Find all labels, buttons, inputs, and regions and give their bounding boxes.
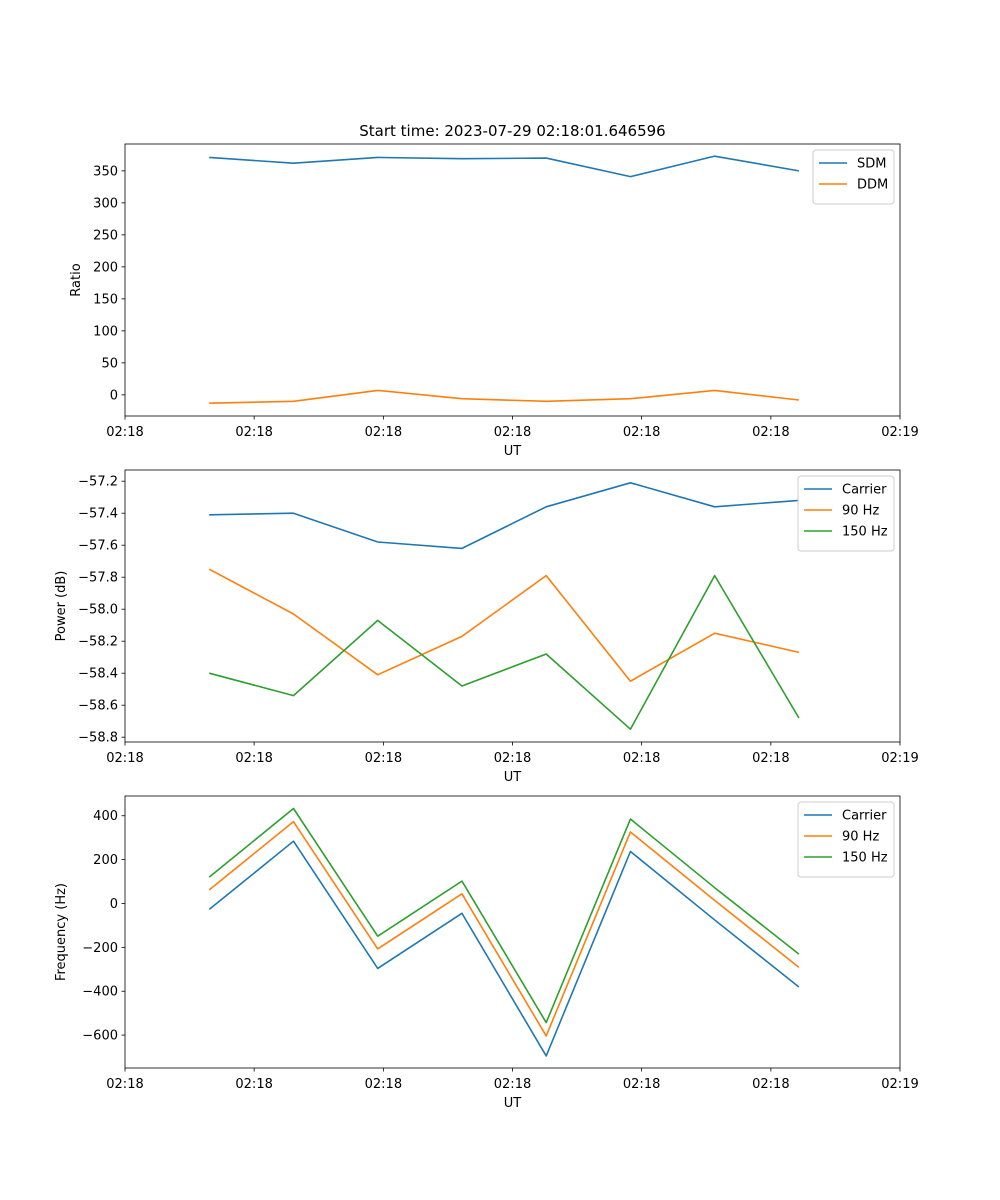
series-line-90-hz [208,820,800,1037]
y-tick-label: −57.2 [78,475,118,490]
y-tick-label: 100 [93,324,118,339]
x-tick-label: 02:18 [752,1077,789,1092]
legend-entry: 90 Hz [842,504,879,519]
legend: SDM DDM [812,149,895,205]
y-axis-label: Ratio [69,263,84,296]
x-tick-label: 02:18 [494,751,531,766]
x-tick-label: 02:19 [881,751,918,766]
series-line-sdm [209,155,800,178]
x-tick-label: 02:18 [365,425,402,440]
y-tick-label: 150 [93,292,118,307]
chart-panel-1: 0 50 100 150 200 250 300 350 02:18 02:18 02:18 02:1… [69,143,919,459]
y-tick-label: 200 [93,853,118,868]
series-line-150-hz [209,574,800,731]
legend-entry: 150 Hz [842,851,888,866]
series-line-carrier [209,481,799,550]
legend: Carrier 90 Hz 150 Hz [797,801,895,878]
x-tick-label: 02:18 [106,1077,143,1092]
series-line-ddm [209,389,800,404]
y-tick-label: 400 [93,809,118,824]
legend-entry: 150 Hz [842,525,888,540]
series-line-carrier [208,840,800,1057]
y-axis-label: Frequency (Hz) [54,883,69,981]
chart-panel-3: −600 −400 −200 0 200 400 02:18 02:18 02:18 02:18 0… [54,795,919,1111]
legend-entry: Carrier [842,483,887,498]
y-tick-label: 350 [93,164,118,179]
x-axis-label: UT [504,1096,522,1111]
y-tick-label: 250 [93,228,118,243]
y-tick-label: −57.8 [78,571,118,586]
y-tick-label: −200 [82,941,118,956]
y-tick-label: 50 [101,356,118,371]
y-tick-label: −600 [82,1029,118,1044]
y-tick-label: 0 [110,388,118,403]
y-tick-label: 300 [93,196,118,211]
legend: Carrier 90 Hz 150 Hz [797,475,895,552]
y-tick-label: −57.4 [78,507,118,522]
legend-entry: DDM [857,178,888,193]
x-axis-label: UT [504,444,522,459]
y-tick-label: −57.6 [78,539,118,554]
y-tick-label: 200 [93,260,118,275]
y-tick-label: 0 [110,897,118,912]
legend-entry: SDM [857,157,886,172]
y-axis-label: Power (dB) [54,571,69,642]
y-tick-label: −58.4 [78,667,118,682]
x-tick-label: 02:18 [365,1077,402,1092]
x-tick-label: 02:19 [881,1077,918,1092]
y-tick-label: −58.8 [78,731,118,746]
x-tick-label: 02:18 [365,751,402,766]
x-tick-label: 02:18 [235,425,272,440]
y-tick-label: −58.6 [78,699,118,714]
x-tick-label: 02:18 [494,1077,531,1092]
x-axis-label: UT [504,770,522,785]
y-tick-label: −58.2 [78,635,118,650]
y-tick-label: −400 [82,985,118,1000]
x-tick-label: 02:18 [623,751,660,766]
x-tick-label: 02:18 [752,751,789,766]
x-tick-label: 02:18 [235,751,272,766]
legend-entry: Carrier [842,809,887,824]
x-tick-label: 02:18 [623,425,660,440]
legend-box [797,801,895,878]
series-line-90-hz [208,568,800,683]
figure-title: Start time: 2023-07-29 02:18:01.646596 [359,122,665,140]
chart-panel-2: −58.8 −58.6 −58.4 −58.2 −58.0 −57.8 −57.6 −57.4… [54,469,919,785]
x-tick-label: 02:18 [623,1077,660,1092]
series-line-150-hz [208,807,800,1024]
x-tick-label: 02:19 [881,425,918,440]
x-tick-label: 02:18 [106,425,143,440]
x-tick-label: 02:18 [235,1077,272,1092]
x-tick-label: 02:18 [752,425,789,440]
legend-entry: 90 Hz [842,830,879,845]
legend-box [797,475,895,552]
x-tick-label: 02:18 [106,751,143,766]
x-tick-label: 02:18 [494,425,531,440]
y-tick-label: −58.0 [78,603,118,618]
